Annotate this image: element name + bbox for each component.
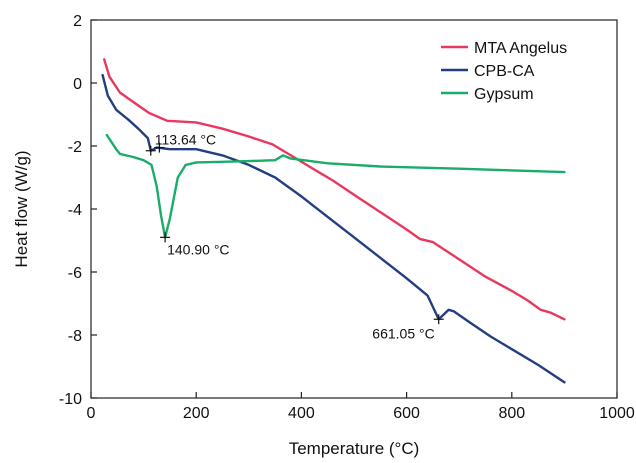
annotation-label: 113.64 °C — [155, 132, 216, 148]
y-tick-label: 2 — [73, 13, 82, 30]
legend-entry: MTA Angelus — [474, 40, 567, 57]
plot-frame — [90, 19, 618, 399]
x-tick-label: 200 — [183, 405, 210, 422]
y-tick-label: -10 — [59, 391, 82, 408]
legend: MTA Angelus CPB-CA Gypsum — [441, 40, 567, 103]
series-line-cpb-ca — [101, 73, 566, 384]
legend-entry: Gypsum — [474, 86, 534, 103]
y-tick-label: -8 — [68, 328, 82, 345]
legend-entry: CPB-CA — [474, 63, 535, 80]
x-tick-label: 0 — [87, 405, 96, 422]
x-tick-label: 1000 — [599, 405, 635, 422]
x-tick-label: 400 — [288, 405, 315, 422]
y-axis-label: Heat flow (W/g) — [12, 150, 31, 267]
axes: 0 200 400 600 800 1000 2 0 -2 -4 -6 -8 -10 Temperatur… — [12, 13, 635, 458]
y-tick-label: -6 — [68, 265, 82, 282]
x-tick-label: 600 — [393, 405, 420, 422]
y-tick-label: -2 — [68, 139, 82, 156]
series-line-gypsum — [105, 133, 566, 239]
x-tick-label: 800 — [498, 405, 525, 422]
annotation-label: 140.90 °C — [167, 241, 229, 257]
y-tick-label: -4 — [68, 202, 82, 219]
series-layer — [101, 58, 566, 384]
series-line-mta-angelus — [103, 58, 566, 321]
annotation-label: 661.05 °C — [372, 325, 434, 341]
y-tick-label: 0 — [73, 76, 82, 93]
x-axis-label: Temperature (°C) — [289, 439, 420, 458]
annotations: 113.64 °C 140.90 °C 661.05 °C — [145, 132, 444, 341]
